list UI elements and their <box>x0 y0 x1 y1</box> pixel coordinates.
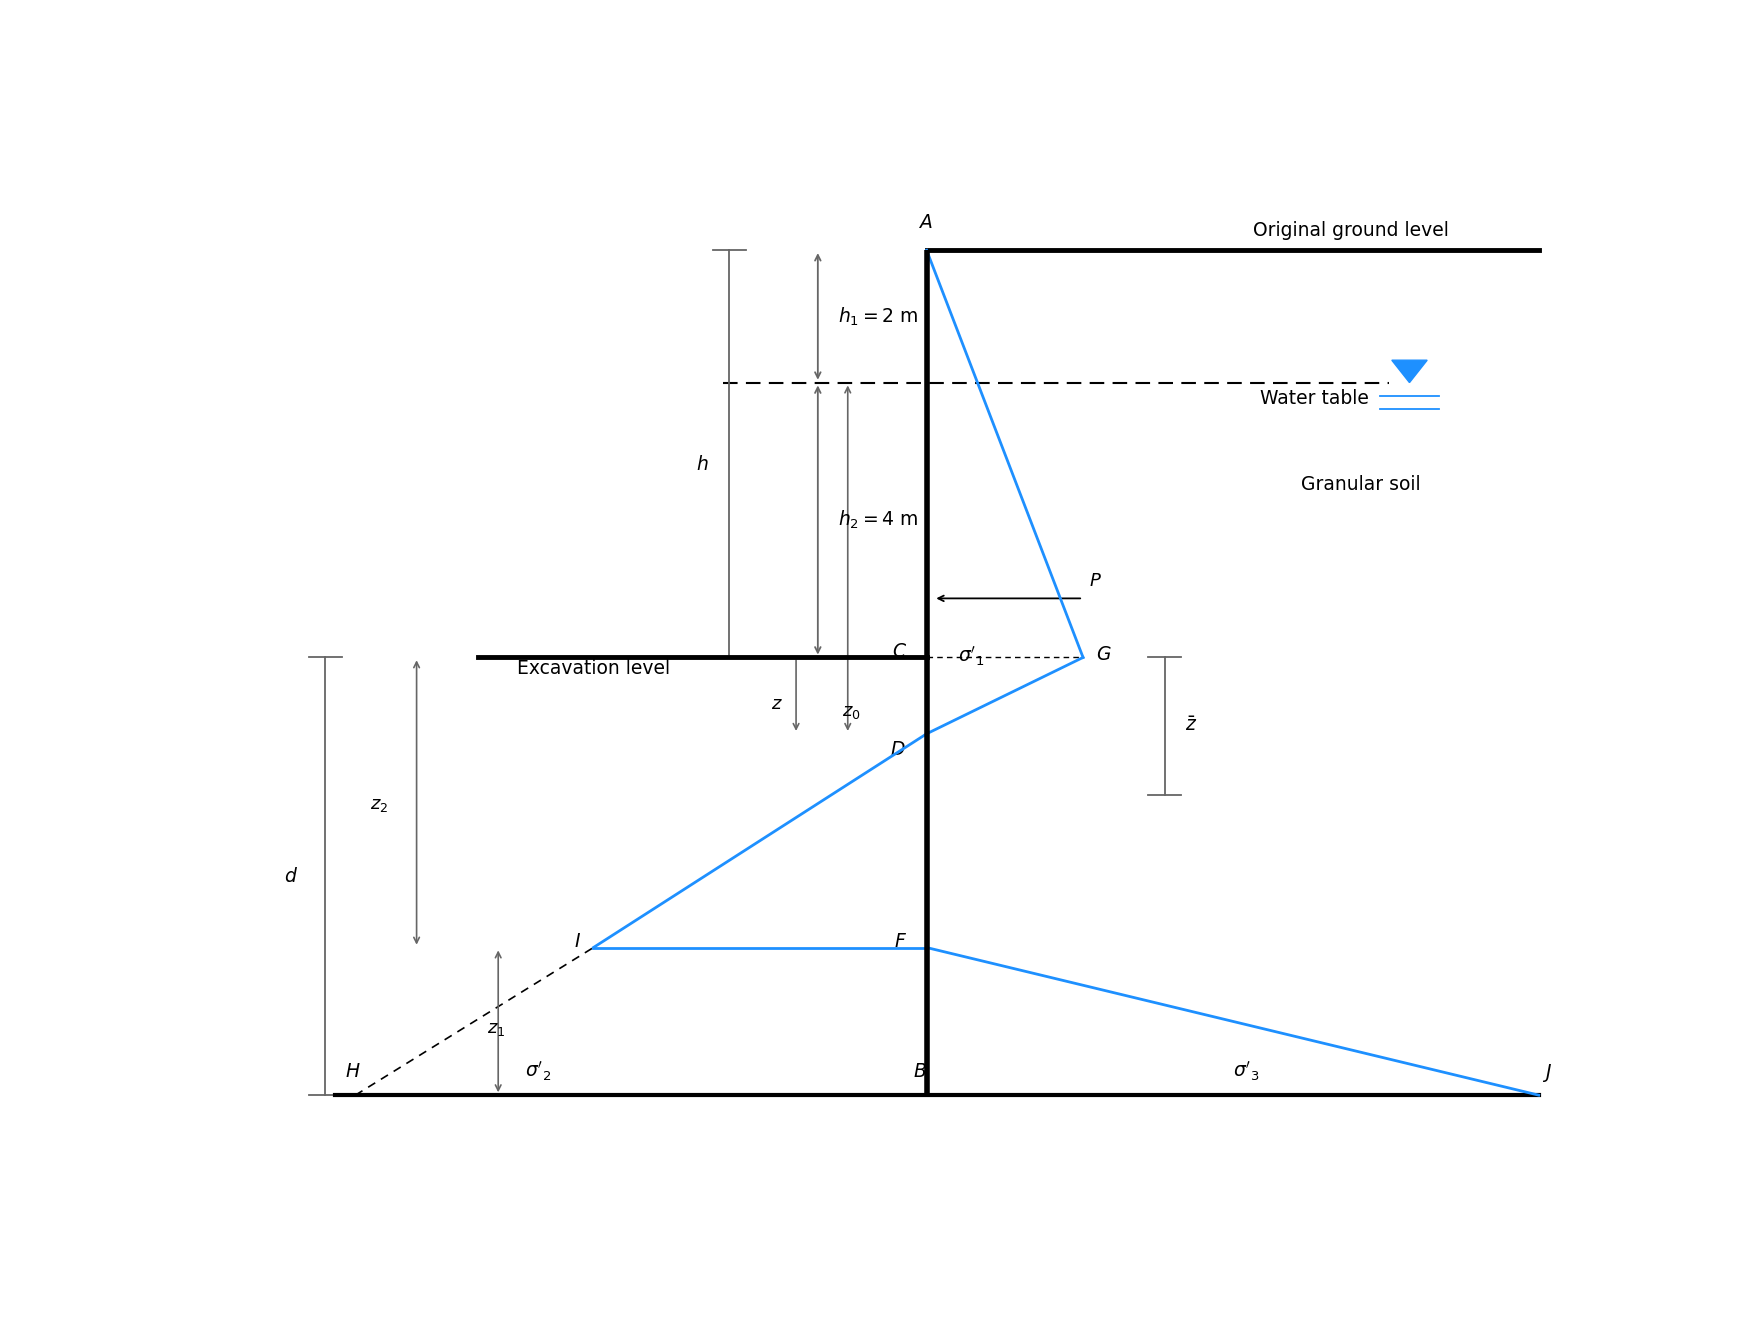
Text: C: C <box>892 641 906 661</box>
Text: I: I <box>574 932 579 951</box>
Text: B: B <box>913 1062 927 1081</box>
Text: $\bar{z}$: $\bar{z}$ <box>1185 717 1197 735</box>
Text: P: P <box>1090 572 1100 590</box>
Text: H: H <box>346 1062 360 1081</box>
Text: Original ground level: Original ground level <box>1253 221 1450 241</box>
Text: A: A <box>920 213 934 231</box>
Text: $z$: $z$ <box>770 695 783 713</box>
Text: $d$: $d$ <box>284 867 298 886</box>
Text: Water table: Water table <box>1260 390 1369 408</box>
Text: D: D <box>890 740 906 759</box>
Text: G: G <box>1097 645 1111 664</box>
Polygon shape <box>1392 360 1427 382</box>
Text: $h_2 = 4$ m: $h_2 = 4$ m <box>839 509 918 531</box>
Text: $h$: $h$ <box>697 455 709 473</box>
Text: J: J <box>1546 1063 1551 1081</box>
Text: $z_0$: $z_0$ <box>842 703 862 722</box>
Text: $h_1 = 2$ m: $h_1 = 2$ m <box>839 305 918 328</box>
Text: $\sigma'_2$: $\sigma'_2$ <box>525 1060 551 1083</box>
Text: F: F <box>893 932 906 951</box>
Text: $\sigma'_3$: $\sigma'_3$ <box>1232 1060 1258 1083</box>
Text: $z_1$: $z_1$ <box>488 1021 505 1038</box>
Text: $z_2$: $z_2$ <box>370 796 388 814</box>
Text: $\sigma'_1$: $\sigma'_1$ <box>958 644 985 668</box>
Text: Granular soil: Granular soil <box>1300 475 1420 494</box>
Text: Excavation level: Excavation level <box>516 658 670 678</box>
